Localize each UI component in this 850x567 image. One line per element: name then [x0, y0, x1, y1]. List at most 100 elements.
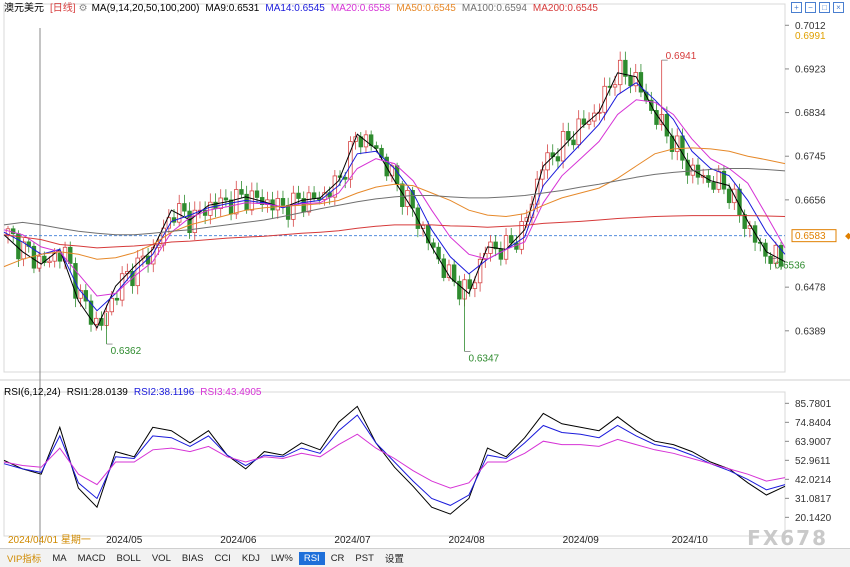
expand-icon[interactable]: □ — [819, 2, 830, 13]
candle-body — [612, 84, 618, 88]
price-tick-label: 0.6478 — [795, 283, 826, 294]
ma-line-ma100 — [3, 168, 786, 236]
candle-body — [311, 192, 317, 199]
chart-canvas[interactable]: 0.7012 0.6923 0.6834 0.6745 0.6656 0.6478 0.63… — [0, 0, 850, 548]
rsi-value-label: RSI3:43.4905 — [200, 387, 262, 398]
tab-vol[interactable]: VOL — [151, 552, 171, 564]
rsi-tick-label: 31.0817 — [795, 494, 832, 505]
candle-body — [68, 246, 73, 264]
candle-body — [192, 209, 197, 234]
candle-body — [114, 297, 120, 301]
rsi-value-label: RSI2:38.1196 — [134, 387, 195, 398]
ma-value-label: MA20:0.6558 — [331, 3, 391, 14]
x-axis-label: 2024/10 — [672, 535, 709, 546]
candle-body — [57, 252, 63, 262]
candle-body — [451, 264, 457, 282]
candle-body — [467, 279, 472, 289]
candle-body — [472, 282, 478, 289]
ma-value-label: MA14:0.6545 — [265, 3, 325, 14]
ma-line-ma9 — [3, 72, 786, 329]
ma-line-ma50 — [3, 147, 786, 268]
candle-body — [773, 244, 779, 264]
candle-body — [509, 235, 514, 244]
price-tick-label: 0.7012 — [795, 21, 826, 32]
candle-body — [223, 197, 229, 201]
candle-body — [249, 190, 255, 211]
period-label: [日线] — [50, 1, 76, 14]
tab-cr[interactable]: CR — [330, 552, 345, 564]
x-axis-label: 2024/06 — [220, 535, 257, 546]
close-icon[interactable]: × — [833, 2, 844, 13]
indicator-tab-bar: VIP指标 MA MACD BOLL VOL BIAS CCI KDJ LW% … — [0, 548, 850, 567]
candle-body — [721, 170, 727, 190]
ma-line-ma20 — [3, 99, 786, 297]
tab-rsi[interactable]: RSI — [298, 551, 325, 565]
x-axis-label: 2024/04/01 星期一 — [8, 534, 91, 546]
candle-body — [374, 145, 379, 149]
candle-body — [213, 201, 218, 210]
watermark-logo: FX678 — [747, 526, 828, 550]
candle-body — [716, 170, 721, 190]
candle-body — [628, 75, 633, 87]
candle-body — [555, 156, 561, 162]
rsi-tick-label: 52.9611 — [795, 456, 831, 467]
rsi-tick-label: 20.1420 — [795, 513, 832, 524]
symbol-title: 澳元美元 — [4, 1, 44, 14]
candle-body — [607, 85, 612, 88]
ma-value-label: MA100:0.6594 — [462, 3, 527, 14]
rsi-line-rsi3 — [3, 433, 786, 489]
tab-vip-indicator[interactable]: VIP指标 — [7, 554, 42, 565]
ma-params-label: MA(9,14,20,50,100,200) — [92, 3, 200, 14]
tab-bias[interactable]: BIAS — [181, 552, 204, 564]
tab-kdj[interactable]: KDJ — [241, 552, 260, 564]
candle-body — [410, 190, 415, 209]
x-axis-label: 2024/05 — [106, 535, 143, 546]
tab-boll[interactable]: BOLL — [116, 552, 141, 564]
candle-body — [187, 210, 192, 234]
rsi-tick-label: 42.0214 — [795, 475, 832, 486]
tab-lwr[interactable]: LW% — [270, 552, 293, 564]
candle-body — [208, 201, 213, 216]
price-tick-label: 0.6834 — [795, 108, 826, 119]
ma-value-label: MA9:0.6531 — [205, 3, 259, 14]
tab-macd[interactable]: MACD — [77, 552, 106, 564]
rsi-tick-label: 85.7801 — [795, 399, 832, 410]
plus-icon[interactable]: + — [791, 2, 802, 13]
ma-value-label: MA50:0.6545 — [396, 3, 456, 14]
candle-body — [431, 242, 436, 248]
candle-body — [778, 244, 784, 267]
candle-body — [348, 141, 353, 180]
candle-body — [239, 189, 244, 195]
price-annotation: 0.6536 — [775, 261, 806, 272]
tab-ma[interactable]: MA — [52, 552, 67, 564]
candle-body — [711, 182, 716, 190]
rsi-tick-label: 63.9007 — [795, 437, 832, 448]
candle-body — [88, 300, 94, 325]
rsi-tick-label: 74.8404 — [795, 418, 832, 429]
rsi-panel-frame — [3, 391, 786, 537]
candle-body — [228, 199, 234, 215]
candle-body — [31, 245, 37, 269]
tab-cci[interactable]: CCI — [214, 552, 231, 564]
candle-body — [623, 59, 628, 77]
candle-body — [571, 139, 576, 146]
candle-body — [441, 258, 446, 278]
candle-body — [42, 255, 47, 263]
tab-settings[interactable]: 设置 — [384, 554, 404, 565]
candle-body — [47, 260, 52, 263]
minus-icon[interactable]: − — [805, 2, 816, 13]
candle-body — [664, 113, 670, 137]
candle-body — [343, 176, 348, 180]
candle-body — [592, 112, 597, 122]
price-annotation: 0.6347 — [469, 353, 500, 364]
candle-body — [202, 209, 208, 216]
price-highlight-label: 0.6583 — [795, 231, 826, 242]
candle-body — [109, 297, 114, 313]
candle-body — [457, 280, 462, 300]
candle-body — [695, 164, 701, 178]
candle-body — [493, 241, 498, 250]
candle-body — [280, 198, 286, 206]
tab-pst[interactable]: PST — [355, 552, 374, 564]
candle-body — [296, 192, 301, 199]
candle-body — [737, 188, 742, 216]
